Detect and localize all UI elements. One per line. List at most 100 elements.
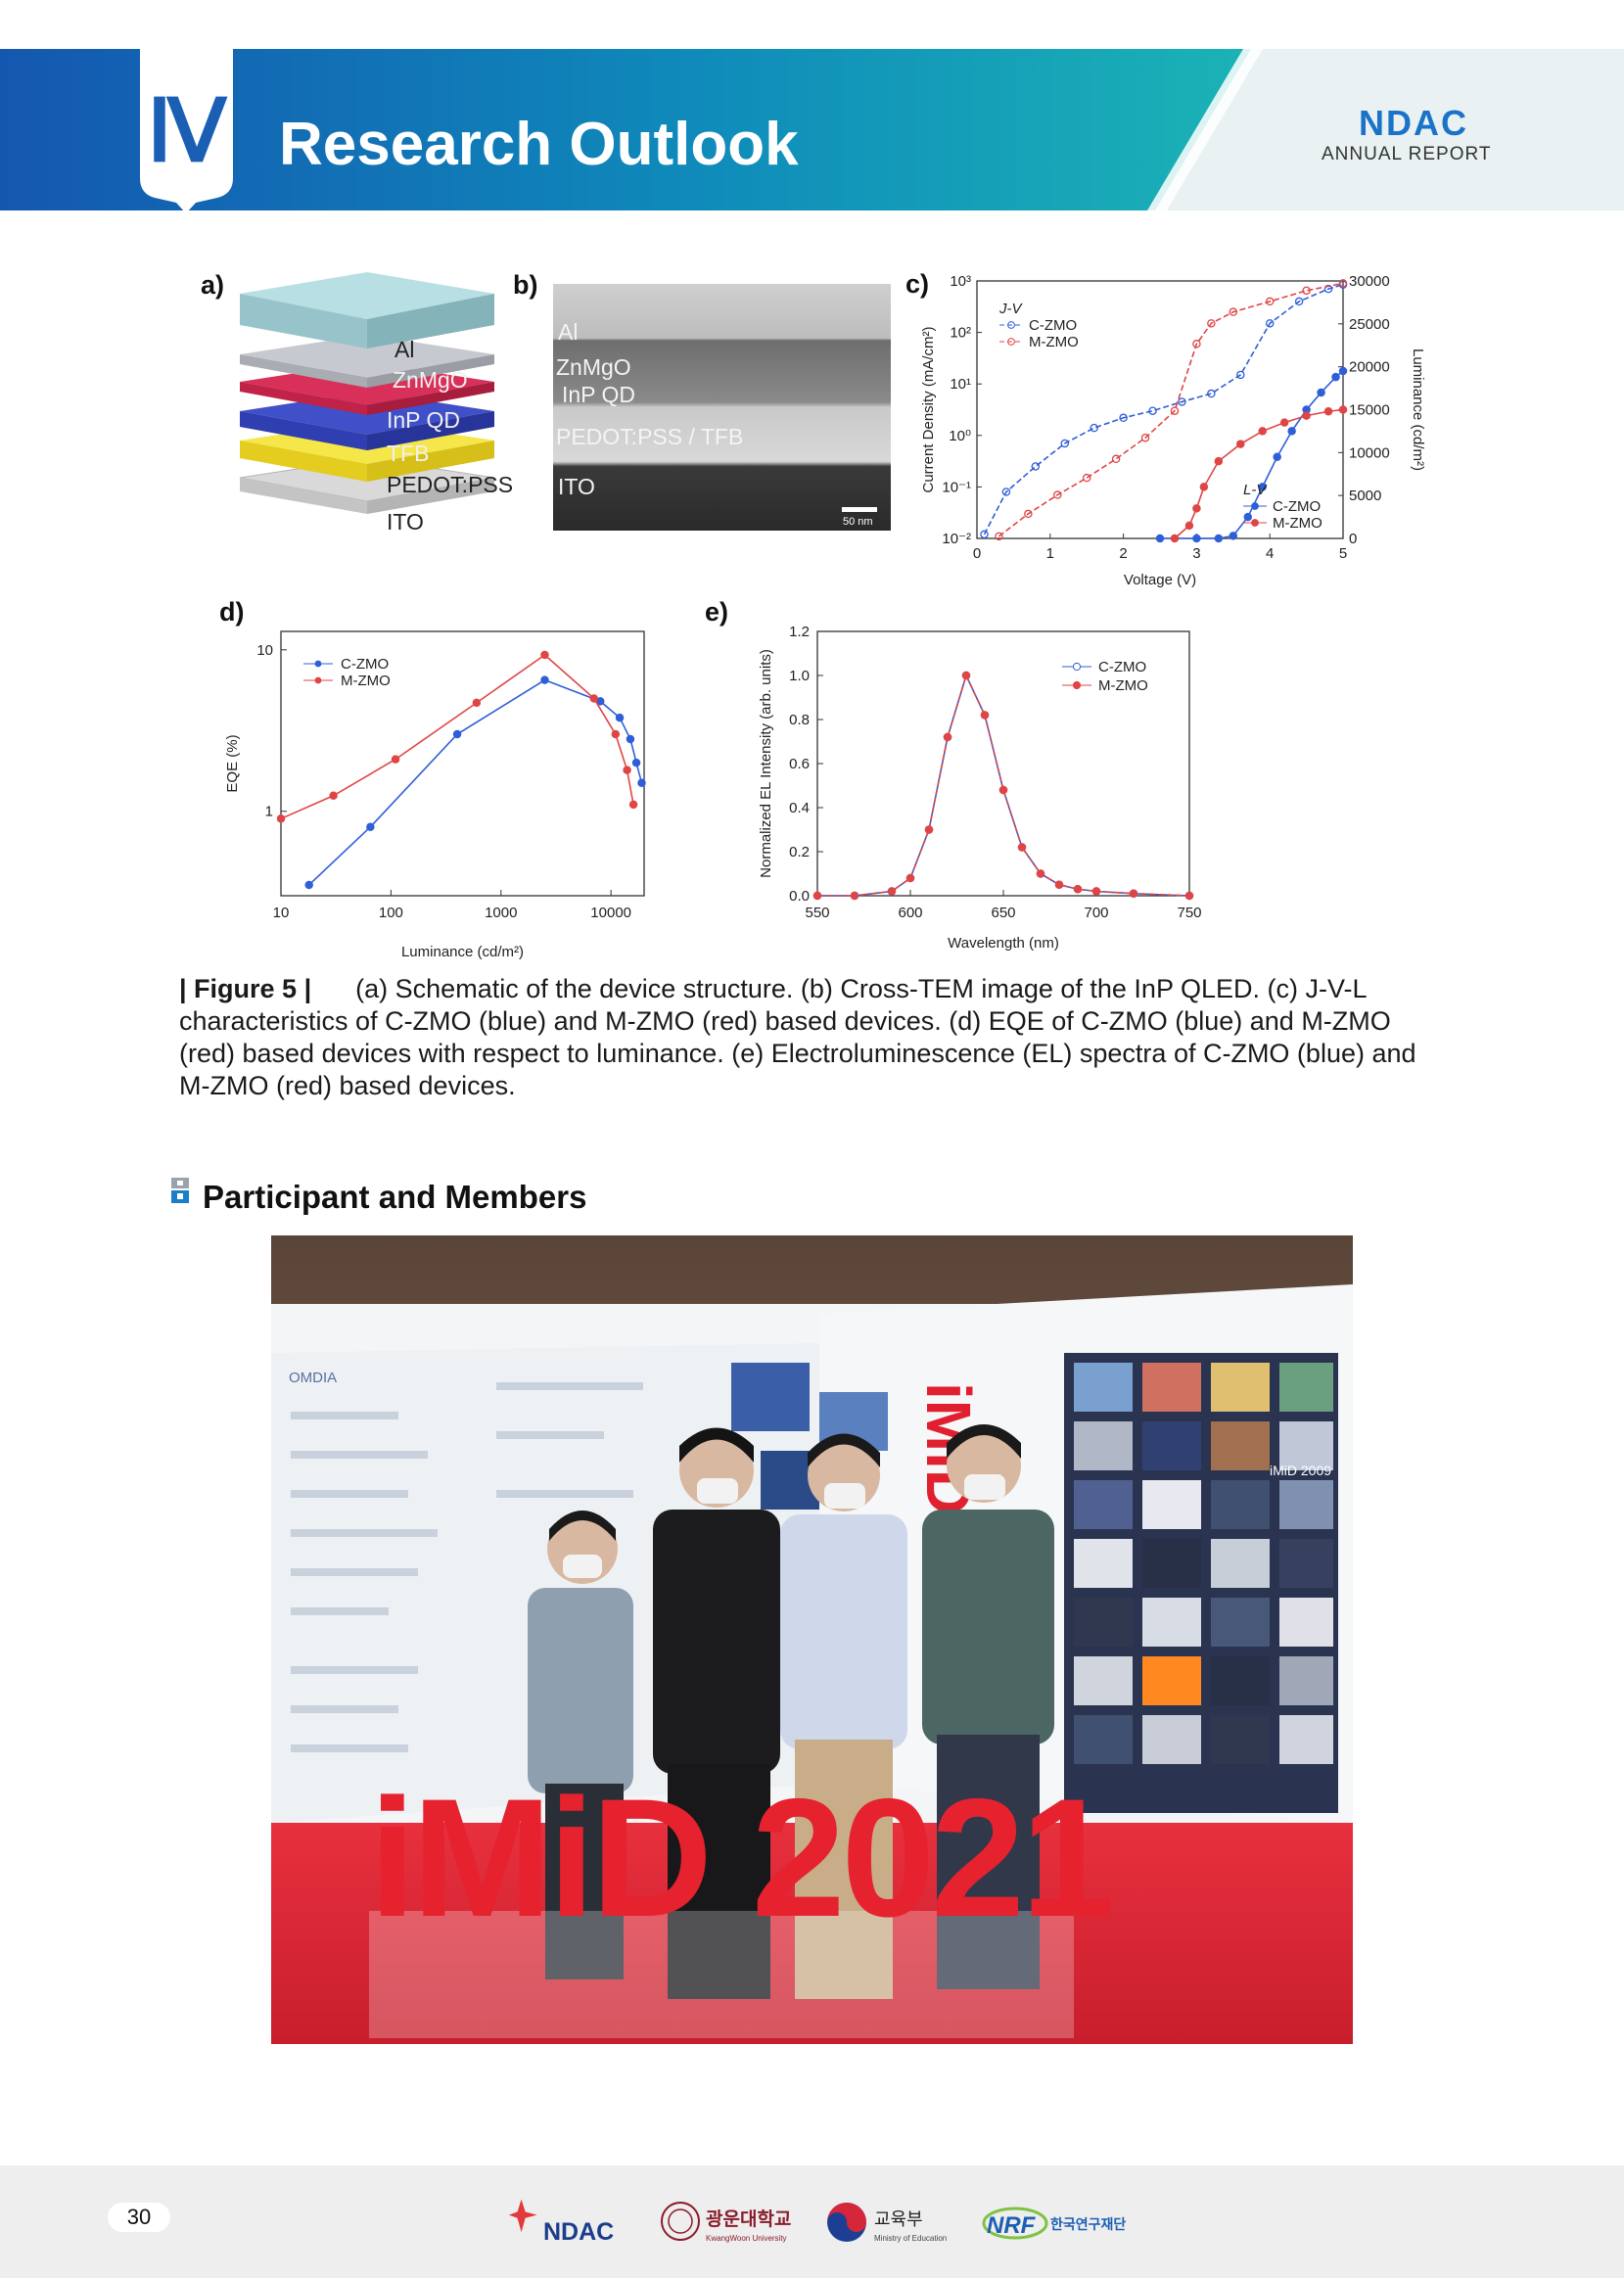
data-point [1214,456,1224,466]
x-tick-label: 600 [898,905,922,921]
data-point [1258,483,1267,491]
legend-marker [314,676,322,684]
figure-caption: | Figure 5 | (a) Schematic of the device… [179,973,1452,1102]
svg-text:Ministry of Education: Ministry of Education [874,2234,947,2243]
layer-label-znmgo: ZnMgO [393,367,468,393]
data-point [1031,462,1041,471]
booth-year-tag: iMiD 2009 [1270,1463,1331,1478]
series-line-1 [998,282,1344,537]
series-line-0 [817,673,1190,897]
data-point [887,887,897,896]
data-point [1265,319,1275,328]
x-tick-label: 1 [1046,545,1054,562]
data-point [589,694,599,703]
data-point [1036,869,1045,878]
y-tick-label-left: 10³ [950,273,971,290]
eqe-chart: 10 100 1000 10000 1 10 Luminance (cd/m²) EQE (%… [224,630,646,960]
svg-text:KwangWoon University: KwangWoon University [706,2234,787,2243]
data-point [1331,372,1340,382]
svg-text:한국연구재단: 한국연구재단 [1050,2216,1126,2232]
participants-group [528,1424,1054,1999]
data-point [1265,297,1275,306]
series-line-0 [983,283,1344,535]
data-point [1073,884,1083,894]
data-point [1170,406,1180,415]
legend-marker [1007,338,1015,346]
data-point [1170,534,1180,543]
layer-label-tfb: TFB [387,441,430,466]
legend-marker [1251,519,1259,527]
legend-label: M-ZMO [341,673,391,689]
data-point [1317,388,1325,397]
data-point [1207,389,1216,398]
y-axis-title-right: Luminance (cd/m²) [1410,349,1426,471]
x-tick-label: 750 [1177,905,1201,921]
x-tick-label: 3 [1192,545,1200,562]
legend-marker [314,660,322,668]
page-footer [0,2165,1624,2278]
data-point [1129,889,1138,898]
y-tick-label-right: 25000 [1349,316,1390,333]
svg-text:교육부: 교육부 [874,2209,923,2229]
y-axis-title: EQE (%) [224,734,241,792]
data-point [1236,440,1245,448]
data-point [1243,512,1253,522]
data-point [631,758,641,767]
data-point [980,530,989,539]
data-point [1184,891,1194,901]
panel-a-label: a) [201,270,225,300]
kwangwoon-university-logo: 광운대학교 KwangWoon University [661,2202,791,2243]
x-tick-label: 5 [1339,545,1347,562]
x-tick-label: 4 [1266,545,1274,562]
data-point [1053,490,1062,499]
data-point [1302,286,1311,296]
layer-label-ito: ITO [387,509,424,535]
data-point [611,729,621,739]
legend-marker [1251,502,1259,510]
x-tick-label: 550 [805,905,829,921]
tem-label-al: Al [558,319,579,345]
nrf-logo: NRF 한국연구재단 [982,2207,1126,2240]
figure-panel-a: a) Al ZnMgO InP QD TFB PEDOT:PSS ITO [201,264,538,558]
legend-lv-title: L-V [1243,482,1268,498]
data-point [961,671,971,680]
brand-subtitle: ANNUAL REPORT [1322,144,1492,164]
jvl-chart: 0 1 2 3 4 5 10⁻² 10⁻¹ 10⁰ 10¹ 10² 10³ 0 5000 10000 1500… [920,273,1426,588]
legend-label: C-ZMO [1273,498,1321,515]
data-point [1140,433,1150,442]
y-tick-label: 0.2 [789,844,810,860]
layer-label-pedot: PEDOT:PSS [387,472,514,497]
y-tick-label-left: 10² [950,325,971,342]
data-point [304,880,313,890]
x-tick-label: 10 [273,905,290,921]
data-point [329,791,338,801]
layer-label-al: Al [394,337,415,362]
brand-logo: NDAC [1359,103,1468,143]
page-header: Ⅳ Research Outlook NDAC ANNUAL REPORT [0,0,1624,255]
tem-scale-bar-label: 50 nm [843,516,873,528]
y-tick-label: 0.8 [789,712,810,728]
data-point [980,711,990,720]
legend-marker [1007,321,1015,329]
data-point [1184,521,1194,531]
data-point [1192,504,1201,513]
y-axis-title-left: Current Density (mA/cm²) [920,326,937,492]
data-point [1091,887,1101,896]
imid-2021-sign: iMiD 2021 [369,1764,1110,1952]
y-axis-title: Normalized EL Intensity (arb. units) [758,649,774,878]
data-point [1207,319,1216,328]
plot-frame [280,630,645,897]
data-point [1302,411,1311,420]
data-point [1294,297,1304,306]
x-tick-label: 700 [1084,905,1108,921]
data-point [1192,534,1201,543]
data-point [1279,418,1289,427]
tem-label-inp-qd: InP QD [562,382,635,407]
figure-panel-c: c) 0 1 2 3 4 5 10⁻² 10⁻¹ 10⁰ 10¹ 10² 10³ 0 5000 10000 1… [896,259,1459,597]
y-tick-label-left: 10⁻² [942,531,971,547]
y-tick-label: 1.2 [789,624,810,640]
data-point [1323,407,1333,416]
data-point [1060,439,1070,448]
data-point [1258,427,1267,436]
el-spectra-chart: 550 600 650 700 750 0.0 0.2 0.4 0.6 0.8 1.0 1.2 Wave… [758,624,1202,952]
